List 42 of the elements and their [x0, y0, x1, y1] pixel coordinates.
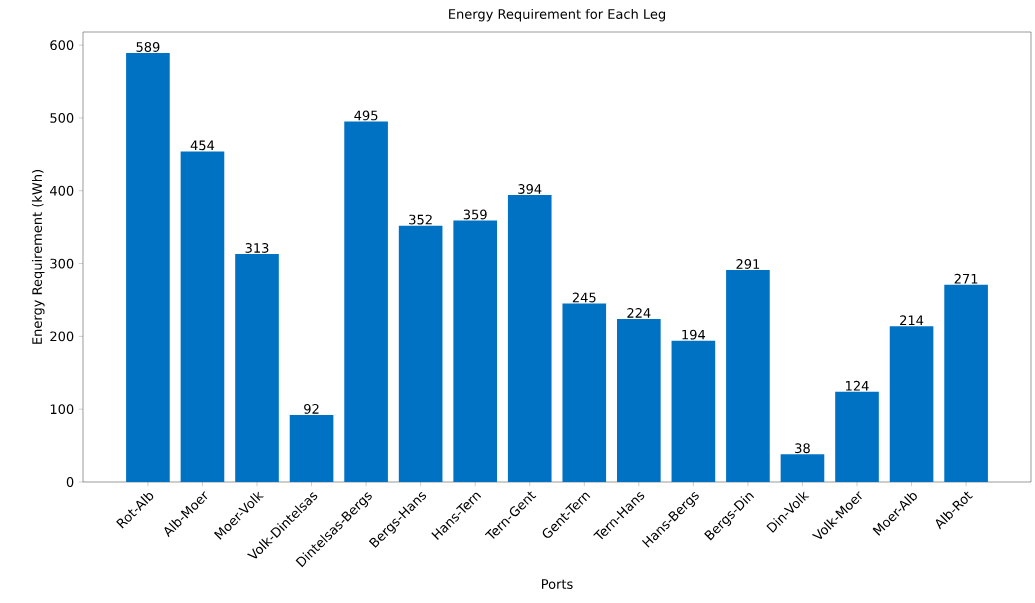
bar [344, 121, 388, 482]
y-tick-label: 500 [50, 113, 74, 123]
bar [126, 53, 170, 482]
data-label: 92 [304, 403, 319, 414]
chart-title: Energy Requirement for Each Leg [449, 8, 666, 22]
data-label: 495 [354, 110, 378, 121]
data-label: 359 [463, 209, 487, 220]
bar [398, 225, 443, 482]
data-label: 214 [900, 315, 924, 325]
bar [671, 340, 716, 482]
y-tick-label: 400 [50, 185, 74, 196]
bar [180, 151, 225, 482]
data-label: 589 [136, 42, 160, 52]
bar [726, 270, 770, 482]
data-label: 245 [572, 292, 596, 303]
bar [562, 303, 607, 482]
bar [507, 195, 552, 482]
y-tick-label: 600 [50, 40, 74, 51]
bar [889, 326, 934, 482]
y-tick-label: 100 [50, 404, 74, 415]
y-tick-label: 300 [50, 258, 74, 269]
data-label: 454 [190, 140, 215, 151]
bar [944, 284, 988, 482]
bar [289, 415, 334, 482]
data-label: 224 [627, 308, 651, 318]
data-label: 394 [518, 184, 542, 194]
x-axis-title: Ports [542, 579, 573, 589]
data-label: 271 [954, 273, 978, 284]
y-tick-label: 0 [66, 477, 74, 487]
data-label: 124 [846, 380, 869, 391]
data-label: 313 [245, 243, 269, 253]
bar [235, 254, 279, 482]
data-label: 291 [736, 259, 760, 269]
data-label: 352 [409, 214, 432, 225]
y-tick-label: 200 [50, 331, 74, 342]
bar [780, 454, 825, 482]
data-label: 194 [682, 329, 706, 340]
bar [835, 391, 879, 482]
data-label: 38 [795, 443, 810, 454]
y-axis-title: Energy Requirement (kWh) [31, 170, 45, 344]
bar [617, 318, 661, 482]
bar [453, 220, 498, 482]
